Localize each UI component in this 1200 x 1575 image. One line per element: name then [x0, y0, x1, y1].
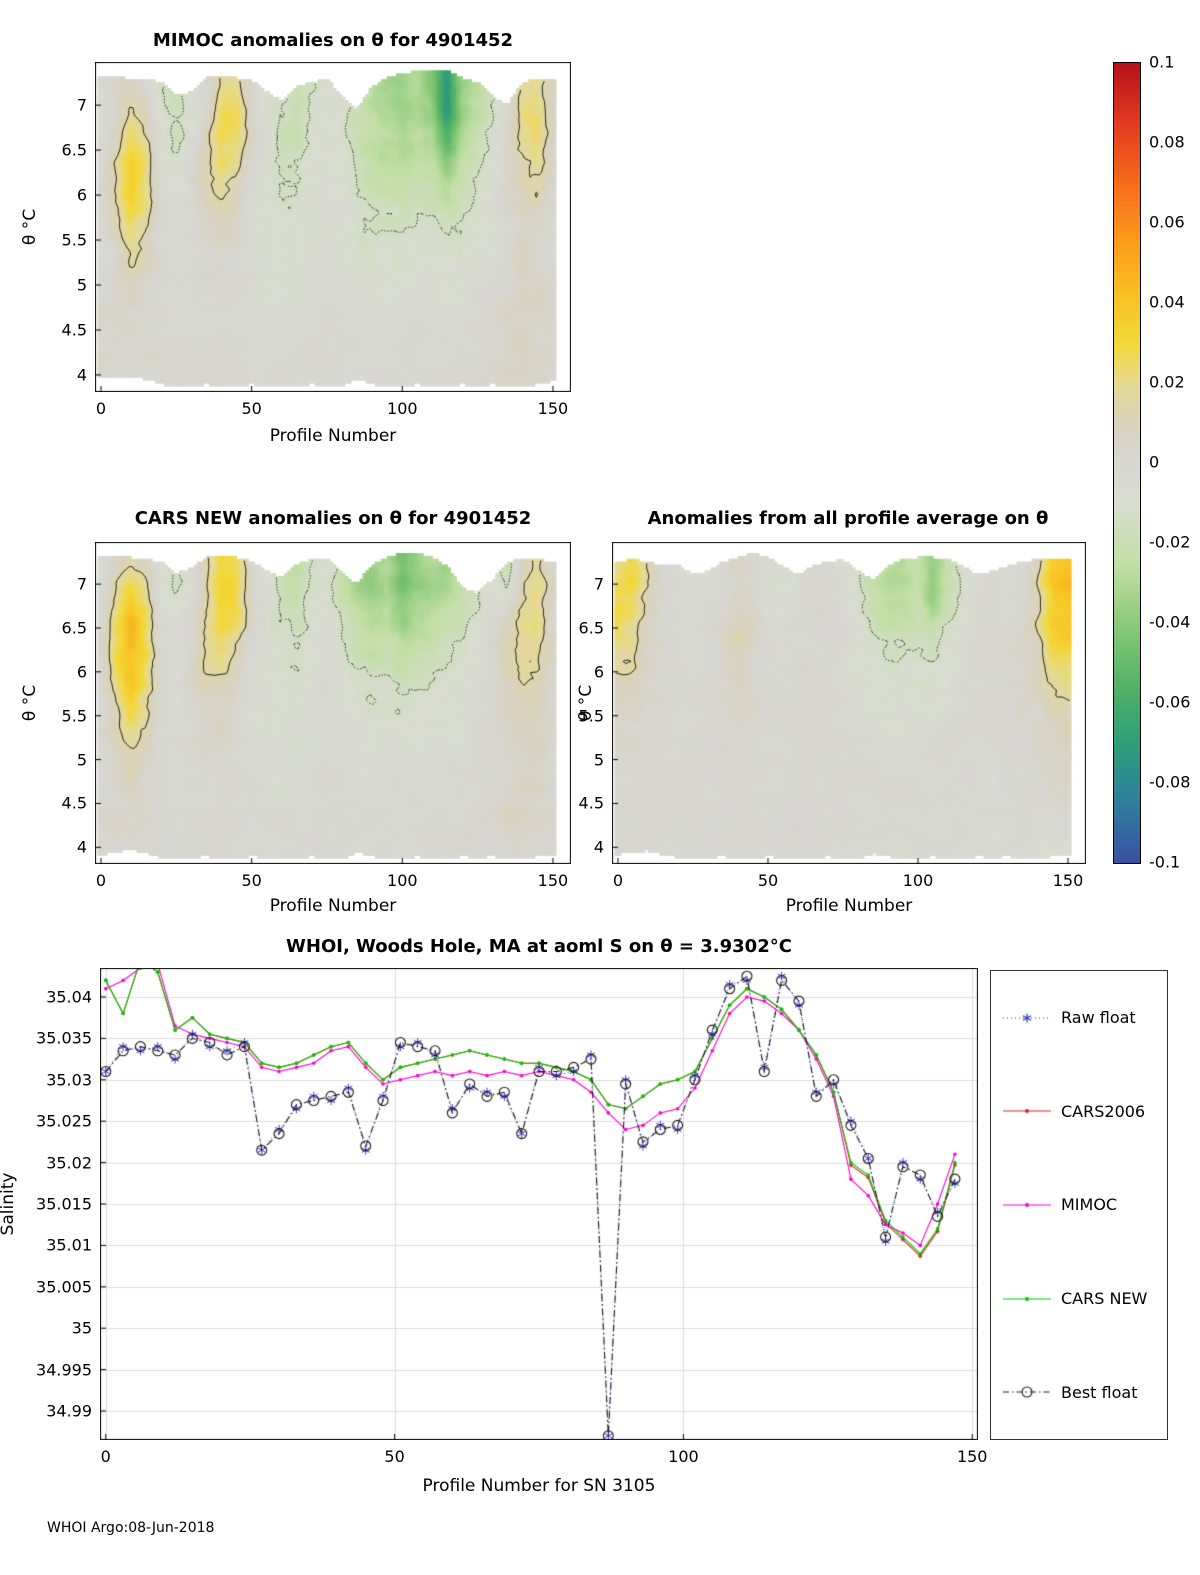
y-tick-label: 5.5: [61, 706, 87, 726]
colorbar-canvas: [1113, 62, 1141, 864]
x-tick-label: 150: [537, 399, 569, 418]
y-tick-label: 6.5: [61, 618, 87, 638]
y-tick-label: 7: [593, 574, 604, 594]
colorbar-tick-label: -0.02: [1149, 532, 1191, 552]
y-tick-label: 5: [593, 750, 604, 770]
allavg-xlabel: Profile Number: [785, 896, 913, 916]
salinity-ylabel: Salinity: [0, 1172, 18, 1236]
x-tick-label: 100: [387, 871, 418, 890]
colorbar-tick-label: 0.04: [1149, 292, 1185, 312]
legend-sample-cars2006: [1001, 1102, 1053, 1121]
carsnew-heatmap-title: CARS NEW anomalies on θ for 4901452: [134, 508, 532, 529]
y-tick-label: 34.995: [36, 1360, 92, 1380]
colorbar-tick-label: -0.1: [1149, 852, 1181, 872]
legend-entry-best-float: Best float: [1001, 1383, 1167, 1402]
legend-box: Raw float CARS2006 MIMOC CARS NEW Best float: [990, 970, 1168, 1440]
legend-sample-cars-new: [1001, 1289, 1053, 1308]
mimoc-heatmap-canvas: [95, 62, 571, 392]
colorbar-tick-label: -0.08: [1149, 772, 1191, 792]
y-tick-label: 7: [76, 574, 87, 594]
colorbar: 0.1 0.08 0.06 0.04 0.02 0 -0.02 -0.04 -0.06 -0.08…: [1113, 53, 1190, 872]
y-tick-label: 35.015: [36, 1194, 92, 1214]
salinity-chart-title: WHOI, Woods Hole, MA at aoml S on θ = 3.…: [286, 936, 792, 957]
allavg-ylabel: θ °C: [576, 684, 596, 722]
colorbar-tick-label: 0: [1149, 452, 1160, 472]
x-tick-label: 0: [100, 1447, 111, 1466]
salinity-chart-canvas: [100, 968, 978, 1440]
x-tick-label: 100: [668, 1447, 699, 1466]
legend-label-cars-new: CARS NEW: [1061, 1289, 1148, 1309]
colorbar-tick-label: -0.06: [1149, 692, 1191, 712]
x-tick-label: 0: [95, 871, 107, 890]
y-tick-label: 4: [76, 837, 87, 857]
y-tick-label: 4.5: [578, 793, 604, 813]
y-tick-label: 6: [76, 662, 87, 682]
legend-label-cars2006: CARS2006: [1061, 1101, 1146, 1121]
y-tick-label: 6: [76, 185, 87, 205]
y-tick-label: 35.005: [36, 1277, 92, 1297]
x-tick-label: 50: [241, 871, 262, 890]
y-tick-label: 4: [76, 365, 87, 385]
mimoc-ylabel: θ °C: [20, 208, 40, 246]
x-tick-label: 50: [384, 1447, 405, 1466]
salinity-xlabel: Profile Number for SN 3105: [422, 1476, 656, 1496]
salinity-chart-plot: 0 50 100 150 34.99 34.995 35 35.005 35.01 35.015 3…: [36, 968, 987, 1466]
y-tick-label: 35.025: [36, 1111, 92, 1131]
y-tick-label: 34.99: [46, 1401, 92, 1421]
x-tick-label: 150: [956, 1447, 988, 1466]
x-tick-label: 150: [1052, 871, 1084, 890]
y-tick-label: 35.02: [46, 1153, 92, 1173]
y-tick-label: 35.03: [46, 1070, 92, 1090]
y-tick-label: 5.5: [61, 230, 87, 250]
x-tick-label: 100: [387, 399, 418, 418]
y-tick-label: 4: [593, 837, 604, 857]
y-tick-label: 4.5: [61, 320, 87, 340]
legend-sample-mimoc: [1001, 1195, 1053, 1214]
mimoc-heatmap-plot: 0 50 100 150 7 6.5 6 5.5 5 4.5 4: [62, 62, 571, 418]
mimoc-xlabel: Profile Number: [269, 426, 397, 446]
y-tick-label: 5: [76, 275, 87, 295]
y-tick-label: 6.5: [61, 140, 87, 160]
x-tick-label: 0: [95, 399, 107, 418]
x-tick-label: 150: [537, 871, 569, 890]
y-tick-label: 5: [76, 750, 87, 770]
footer-note: WHOI Argo:08-Jun-2018: [47, 1520, 215, 1536]
colorbar-tick-label: 0.02: [1149, 372, 1185, 392]
x-tick-label: 100: [902, 871, 934, 890]
colorbar-tick-label: -0.04: [1149, 612, 1191, 632]
legend-entry-cars-new: CARS NEW: [1001, 1289, 1167, 1308]
colorbar-tick-label: 0.06: [1149, 212, 1185, 232]
carsnew-heatmap-plot: 0 50 100 150 7 6.5 6 5.5 5 4.5 4: [62, 542, 571, 890]
allavg-heatmap-title: Anomalies from all profile average on θ: [647, 508, 1049, 529]
allavg-heatmap-plot: 0 50 100 150 7 6.5 6 5.5 5 4.5 4: [579, 542, 1086, 890]
y-tick-label: 6.5: [578, 618, 604, 638]
carsnew-heatmap-canvas: [95, 542, 571, 864]
y-tick-label: 35.035: [36, 1028, 92, 1048]
legend-sample-raw-float: [1001, 1008, 1053, 1027]
legend-sample-best-float: [1001, 1383, 1053, 1402]
mimoc-heatmap-title: MIMOC anomalies on θ for 4901452: [152, 30, 514, 51]
y-tick-label: 35: [71, 1318, 92, 1338]
legend-label-best-float: Best float: [1061, 1382, 1138, 1402]
y-tick-label: 7: [76, 95, 87, 115]
x-tick-label: 0: [612, 871, 624, 890]
legend-label-mimoc: MIMOC: [1061, 1195, 1118, 1215]
y-tick-label: 6: [593, 662, 604, 682]
carsnew-xlabel: Profile Number: [269, 896, 397, 916]
legend-entry-cars2006: CARS2006: [1001, 1102, 1167, 1121]
y-tick-label: 35.01: [46, 1235, 92, 1255]
x-tick-label: 50: [757, 871, 779, 890]
x-tick-label: 50: [241, 399, 262, 418]
legend-entry-mimoc: MIMOC: [1001, 1195, 1167, 1214]
colorbar-tick-label: 0.1: [1149, 52, 1175, 72]
legend-entry-raw-float: Raw float: [1001, 1008, 1167, 1027]
y-tick-label: 35.04: [46, 987, 92, 1007]
allavg-heatmap-canvas: [612, 542, 1086, 864]
y-tick-label: 4.5: [61, 793, 87, 813]
y-tick-label: 5.5: [578, 706, 604, 726]
carsnew-ylabel: θ °C: [20, 684, 40, 722]
legend-label-raw-float: Raw float: [1061, 1008, 1136, 1028]
colorbar-tick-label: 0.08: [1149, 132, 1185, 152]
